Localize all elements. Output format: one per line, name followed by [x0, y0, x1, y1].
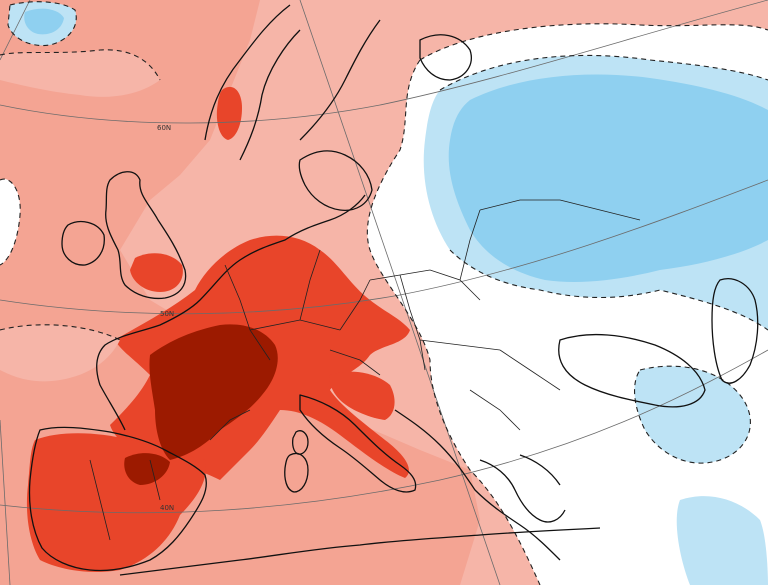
anomaly-band-cold-southeast	[634, 366, 751, 464]
anomaly-band-warm-strong-uk	[130, 253, 183, 292]
coastline-white-sea	[419, 34, 472, 81]
anomaly-band-slightly-warm-mid-atlantic	[0, 324, 120, 382]
contour-line-iceland	[7, 1, 77, 47]
lat-label-50n: 50N	[160, 310, 174, 318]
graticule-lat50	[0, 179, 768, 315]
coastline-black-sea	[558, 333, 706, 408]
coastline-sardinia	[284, 452, 309, 493]
anomaly-band-warm-strong-norway	[216, 86, 242, 140]
contour-line-atlantic-mid	[0, 324, 121, 341]
anomaly-band-very-warm-iberia	[124, 453, 170, 485]
coastline-corsica	[292, 430, 309, 455]
contour-line-cold-region	[439, 54, 768, 91]
coastline-uk	[105, 171, 187, 300]
lat-label-60n: 60N	[157, 124, 171, 132]
coastline-ireland	[61, 221, 105, 266]
coastline-scandinavia	[204, 4, 381, 161]
anomaly-band-warm-strong-italy	[329, 371, 395, 420]
coastline-caspian	[711, 278, 759, 384]
coastline-continent	[96, 194, 366, 431]
anomaly-band-cold-iceland-core	[24, 8, 64, 35]
lat-label-40n: 40N	[160, 504, 174, 512]
graticule-meridian-b	[0, 0, 31, 61]
coastline-north-africa	[119, 527, 601, 576]
border-lines	[89, 199, 641, 541]
coastline-balkans	[394, 409, 561, 561]
graticule-meridian-c	[0, 419, 11, 585]
graticule-meridian-a	[299, 0, 501, 585]
graticule-lat60	[0, 0, 768, 124]
anomaly-band-very-warm-france	[149, 324, 278, 460]
contour-line-cold-south	[449, 249, 768, 331]
anomaly-band-cold-russia	[448, 74, 768, 282]
contour-line-east-west-edge	[366, 59, 541, 585]
contour-line-west-neutral	[0, 178, 21, 266]
contour-line-atlantic-west	[0, 49, 161, 81]
graticule-lat40	[0, 349, 768, 514]
contour-line-southeast	[634, 365, 751, 464]
contour-line-east-boundary	[419, 23, 768, 61]
anomaly-band-slightly-warm-north-atlantic	[0, 49, 160, 97]
anomaly-band-neutral-west	[0, 179, 21, 265]
coastline-iberia	[28, 426, 207, 572]
coastline-italy	[299, 394, 417, 493]
anomaly-band-cold-southeast-2	[676, 496, 768, 585]
coastline-baltic	[298, 150, 373, 211]
coastline-greece	[479, 454, 566, 523]
